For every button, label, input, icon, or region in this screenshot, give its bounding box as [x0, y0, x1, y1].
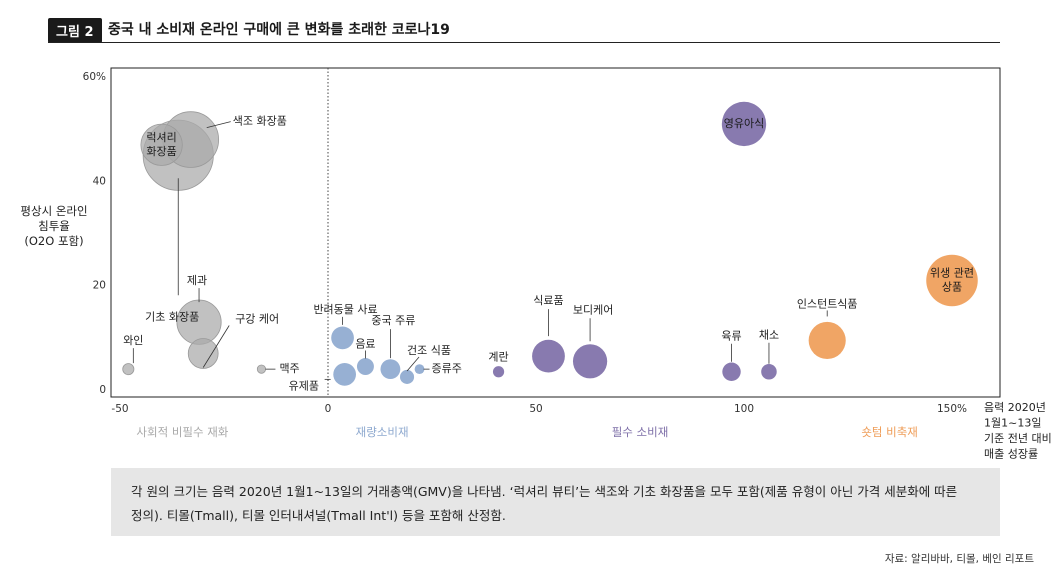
bubble-label: 계란 — [488, 351, 508, 364]
header-rule — [48, 42, 1000, 43]
group-label: 재량소비재 — [356, 425, 409, 439]
bubble — [333, 362, 357, 386]
note-line-2: 정의). 티몰(Tmall), 티몰 인터내셔널(Tmall Int'l) 등을… — [131, 508, 506, 523]
bubble — [572, 344, 608, 379]
note-line-1: 각 원의 크기는 음력 2020년 1월1~13일의 거래총액(GMV)을 나타… — [131, 484, 958, 499]
bubble-chart: -50 0 50 100 150% 0 20 40 60% 평상시 온라인 침투율 (O2O 포함) 음… — [20, 67, 1052, 461]
y-tick-label: 0 — [99, 384, 106, 396]
figure-title: 중국 내 소비재 온라인 구매에 큰 변화를 초래한 코로나19 — [108, 22, 450, 38]
x-tick-label: -50 — [111, 403, 128, 415]
bubble — [532, 339, 565, 373]
bubble-label: 보디케어 — [573, 303, 613, 316]
bubble — [926, 254, 978, 307]
bubble — [414, 364, 425, 375]
note-text: 각 원의 크기는 음력 2020년 1월1~13일의 거래총액(GMV)을 나타… — [131, 480, 991, 528]
x-tick-label: 150% — [937, 403, 967, 415]
bubble — [140, 123, 183, 166]
bubble-label: 구강 케어 — [235, 312, 279, 325]
bubble-label: 맥주 — [279, 362, 299, 375]
group-label: 필수 소비재 — [612, 425, 669, 439]
figure-header: 그림 2 중국 내 소비재 온라인 구매에 큰 변화를 초래한 코로나19 — [48, 14, 998, 43]
bubble-label: 건조 식품 — [407, 344, 451, 357]
y-tick-label: 20 — [93, 280, 106, 292]
bubble-label: 색조 화장품 — [233, 115, 287, 128]
x-tick-label: 50 — [529, 403, 542, 415]
bubble — [721, 101, 767, 147]
x-axis-title: 음력 2020년 1월1~13일 기준 전년 대비 매출 성장률 — [984, 401, 1052, 461]
bubble-label: 제과 — [187, 274, 207, 287]
bubble-label: 기초 화장품 — [145, 310, 199, 323]
bubble-label: 반려동물 사료 — [313, 303, 377, 316]
leader-line — [206, 121, 231, 128]
bubble — [492, 366, 505, 378]
y-axis-title: 평상시 온라인 침투율 (O2O 포함) — [20, 204, 87, 248]
bubble — [400, 369, 415, 384]
bubble — [256, 364, 266, 374]
bubble-label: 음료 — [355, 338, 375, 351]
bubble-label: 영유아식 — [724, 117, 764, 130]
bubble-label: 유제품 — [289, 379, 319, 392]
x-tick-label: 0 — [325, 403, 332, 415]
bubble-label: 와인 — [123, 334, 143, 347]
bubble — [356, 358, 374, 376]
bubble — [380, 359, 401, 380]
group-label: 숏텀 비축재 — [861, 425, 918, 439]
bubble — [761, 363, 777, 380]
bubble-label: 중국 주류 — [371, 314, 415, 327]
figure-badge: 그림 2 — [48, 18, 102, 43]
bubble — [722, 362, 741, 381]
x-tick-label: 100 — [734, 403, 754, 415]
bubble — [122, 363, 135, 376]
note-box: 각 원의 크기는 음력 2020년 1월1~13일의 거래총액(GMV)을 나타… — [111, 468, 1000, 536]
leader-line — [202, 325, 230, 368]
bubble-label: 식료품 — [533, 294, 563, 307]
plot-frame — [110, 67, 1001, 398]
bubble — [331, 326, 354, 350]
bubble-label: 증류주 — [432, 362, 462, 375]
bubble-label: 채소 — [759, 329, 779, 342]
bubble-label: 위생 관련 상품 — [930, 266, 974, 293]
group-label: 사회적 비필수 재화 — [136, 425, 228, 439]
bubble-label: 인스턴트식품 — [797, 297, 858, 310]
y-tick-label: 40 — [93, 175, 106, 187]
bubble-label: 럭셔리 화장품 — [146, 131, 176, 158]
bubble — [808, 321, 846, 360]
bubble — [187, 338, 219, 369]
bubble-label: 육류 — [721, 330, 741, 343]
leader-line — [406, 356, 420, 372]
y-tick-label: 60% — [83, 71, 106, 83]
source-credit: 자료: 알리바바, 티몰, 베인 리포트 — [884, 553, 1034, 565]
